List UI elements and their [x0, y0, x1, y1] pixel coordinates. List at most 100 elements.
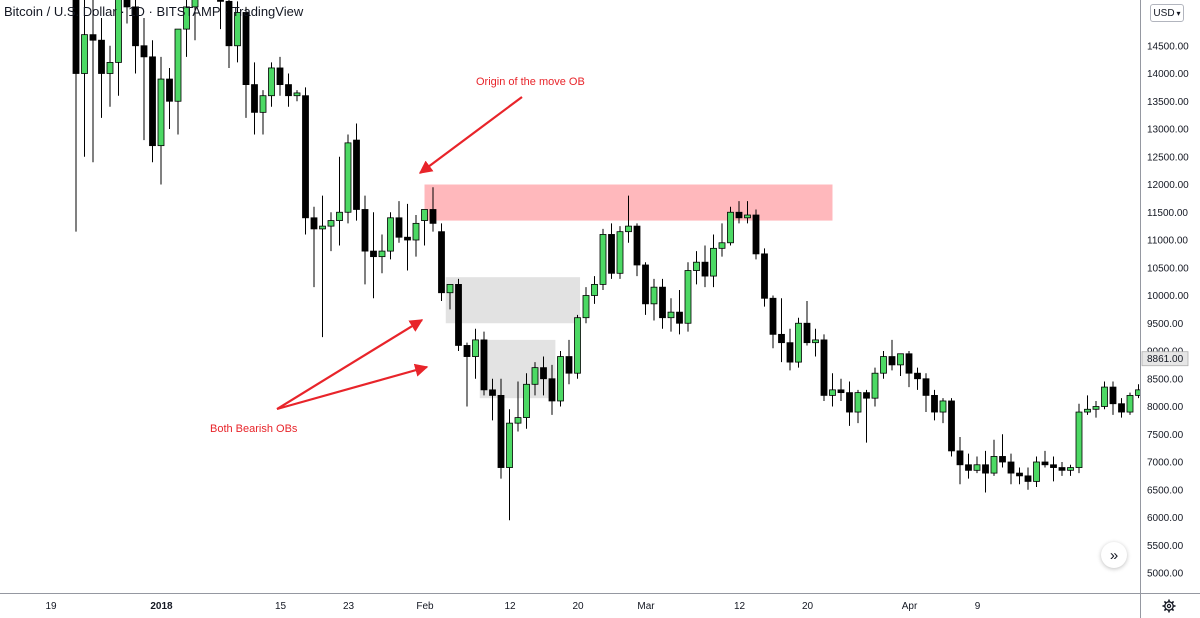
candle-body [336, 211, 343, 221]
candle [174, 28, 182, 135]
candle-body [863, 392, 870, 399]
candle-body [650, 286, 658, 305]
candle-body [217, 0, 224, 2]
candle [429, 187, 437, 232]
candle-body [446, 283, 454, 294]
candle [378, 234, 386, 274]
candle-body [880, 356, 887, 374]
symbol-name[interactable]: Bitcoin / U.S. Dollar [4, 4, 117, 19]
platform-label: TradingView [231, 4, 304, 19]
candle-body [1092, 406, 1100, 410]
candle-body [633, 225, 641, 266]
candle [1067, 464, 1074, 476]
time-tick-label: 20 [802, 601, 814, 612]
time-tick-label: Mar [637, 601, 655, 612]
candle-body [387, 217, 394, 252]
candle-body [140, 45, 148, 58]
candle-body [608, 234, 615, 274]
candle-body [1118, 403, 1125, 413]
candle [514, 381, 522, 432]
candle [506, 409, 513, 521]
candle-body [591, 283, 598, 296]
candle [140, 18, 148, 141]
candle [446, 283, 454, 310]
candle [557, 351, 564, 407]
time-tick-label: Feb [416, 601, 434, 612]
candle [701, 245, 709, 288]
bearish-arrow-lower [276, 363, 429, 411]
candle [922, 373, 930, 413]
candle [1118, 398, 1125, 418]
price-tick-label: 13000.00 [1147, 125, 1189, 136]
candle-body [752, 214, 760, 255]
candle [990, 439, 998, 476]
candle [344, 134, 352, 224]
price-tick-label: 6500.00 [1147, 485, 1184, 496]
price-tick-label: 10500.00 [1147, 263, 1189, 274]
price-tick-label: 12500.00 [1147, 152, 1189, 163]
candle-body [1033, 461, 1040, 482]
candle-body [701, 261, 709, 277]
candle [846, 381, 853, 426]
candle-body [642, 264, 649, 305]
price-tick-label: 10000.00 [1147, 291, 1189, 302]
candle [574, 314, 581, 379]
candle-body [854, 392, 862, 413]
candle-body [1024, 475, 1032, 482]
currency-label: USD [1153, 7, 1175, 19]
candle [1041, 450, 1049, 468]
time-tick-label: 9 [975, 601, 981, 612]
candle-body [684, 270, 692, 324]
candle [608, 223, 615, 279]
candle-body [242, 12, 250, 86]
candle-body [914, 372, 921, 380]
currency-selector[interactable]: USD ▾ [1150, 4, 1184, 22]
candle-body [829, 389, 836, 396]
candle-body [744, 214, 751, 219]
candle [1075, 403, 1083, 474]
candle-body [344, 142, 352, 213]
candle-body [939, 400, 947, 413]
candle [234, 1, 241, 63]
candle-body [625, 225, 632, 233]
candle-body [693, 261, 700, 271]
candle-body [361, 209, 369, 252]
price-tick-label: 11500.00 [1147, 208, 1188, 219]
candle [803, 301, 811, 346]
time-tick-label: 12 [504, 601, 516, 612]
candle-body [72, 0, 80, 74]
interval-label[interactable]: 1D [128, 4, 145, 19]
candle-body [1101, 386, 1108, 407]
header-separator: · [148, 4, 153, 19]
candle [650, 278, 658, 321]
candle [463, 342, 471, 407]
header-separator: · [120, 4, 125, 19]
candle-body [1126, 394, 1134, 413]
candle-body [795, 322, 802, 363]
candle-body [948, 400, 955, 452]
candle [880, 351, 887, 379]
candle-body [251, 84, 258, 113]
chart-header: Bitcoin / U.S. Dollar · 1D · BITSTAMP · … [4, 4, 303, 19]
candle [310, 206, 318, 288]
last-price-badge [1141, 351, 1189, 367]
candle [523, 373, 530, 429]
candle [72, 0, 80, 232]
candle [276, 56, 284, 96]
candle [625, 195, 632, 243]
candle-body [1084, 408, 1091, 413]
bearish-annotation: Both Bearish OBs [210, 423, 298, 435]
candle-body [922, 378, 930, 396]
bearish-order-block-zone [445, 277, 581, 324]
candle [489, 378, 496, 421]
candle-body [1135, 389, 1140, 396]
candle-body [463, 345, 471, 357]
candle [914, 367, 921, 390]
candle-body [429, 209, 437, 224]
candle [149, 40, 156, 163]
chart-settings-button[interactable] [1160, 597, 1178, 615]
candle [1033, 456, 1040, 487]
candle [395, 201, 403, 243]
scroll-to-realtime-button[interactable]: » [1101, 542, 1127, 568]
